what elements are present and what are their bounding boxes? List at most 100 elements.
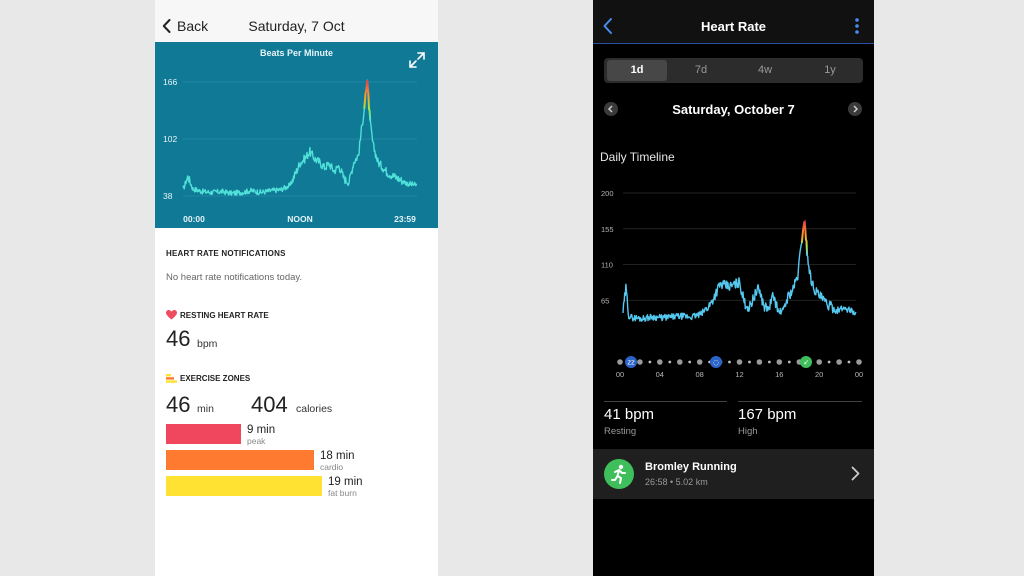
high-value: 167 bpm <box>738 406 797 423</box>
timeline-dot <box>617 359 623 365</box>
page-title: Heart Rate <box>700 19 767 34</box>
heart-rate-chart-plot: 38 102 166 00:00 NOON 23:59 <box>163 77 418 224</box>
zone-peak-label: peak <box>247 436 266 446</box>
resting-value: 46 <box>166 326 191 351</box>
high-label: High <box>738 426 758 437</box>
zone-cardio-label: cardio <box>320 462 344 472</box>
timeline-dot <box>688 360 692 364</box>
previous-day-button[interactable] <box>604 102 618 116</box>
x-tick-label: 20 <box>815 370 823 379</box>
x-tick-label: 04 <box>656 370 664 379</box>
activity-row[interactable]: Bromley Running 26:58 • 5.02 km <box>593 449 874 499</box>
y-tick-label: 110 <box>601 261 613 270</box>
selected-date: Saturday, October 7 <box>672 102 795 117</box>
notifications-heading: HEART RATE NOTIFICATIONS <box>166 249 286 258</box>
divider <box>604 401 727 402</box>
back-label: Back <box>177 18 209 34</box>
timeline-dot <box>856 359 862 365</box>
running-icon-glyph: ➶ <box>803 359 809 367</box>
chart-title: Beats Per Minute <box>259 48 334 58</box>
more-vertical-icon[interactable] <box>854 17 860 35</box>
x-tick-label: 00:00 <box>183 214 205 224</box>
resting-heart-rate-heading: RESTING HEART RATE <box>166 310 269 320</box>
zone-fat-burn-value: 19 min <box>328 476 363 488</box>
range-1d[interactable]: 1d <box>607 60 667 81</box>
page-title: Saturday, 7 Oct <box>248 18 345 34</box>
timeline-dot <box>736 359 743 365</box>
exercise-minutes-unit: min <box>197 403 214 415</box>
y-tick-label: 102 <box>163 134 177 144</box>
divider <box>738 401 862 402</box>
x-tick-label: 08 <box>696 370 704 379</box>
y-tick-label: 200 <box>601 189 614 198</box>
chevron-right-icon <box>851 466 860 481</box>
zone-bar-peak <box>166 424 241 444</box>
activity-meta: 26:58 • 5.02 km <box>645 477 708 487</box>
heart-rate-line <box>622 220 857 322</box>
resting-label: Resting <box>604 426 637 437</box>
stress-icon <box>710 356 722 368</box>
exercise-calories: 404 <box>251 392 288 417</box>
timeline-dot <box>677 359 683 365</box>
y-tick-label: 166 <box>163 77 177 87</box>
heart-icon <box>166 310 177 320</box>
timeline-dot <box>836 359 842 365</box>
range-7d[interactable]: 7d <box>694 64 708 76</box>
sleep-icon-glyph: zz <box>627 359 635 367</box>
x-tick-label: 00 <box>855 370 863 379</box>
timeline-dot <box>748 360 751 364</box>
exercise-heading-label: EXERCISE ZONES <box>180 374 251 383</box>
next-day-button[interactable] <box>848 102 862 116</box>
zone-bar-cardio <box>166 450 314 470</box>
zone-fat-burn-label: fat burn <box>328 488 357 498</box>
timeline-dot <box>756 359 763 365</box>
timeline-title: Daily Timeline <box>600 150 675 164</box>
timeline-dot <box>668 360 672 364</box>
range-4w[interactable]: 4w <box>757 64 773 76</box>
timeline-dot <box>787 360 791 364</box>
x-tick-label: 23:59 <box>394 214 416 224</box>
nav-bar: Back Saturday, 7 Oct <box>155 0 438 42</box>
peak-segment <box>800 219 809 256</box>
y-tick-label: 38 <box>163 191 173 201</box>
heart-rate-chart: 38 102 166 00:00 NOON 23:59 Beats Per Minute <box>155 42 438 228</box>
exercise-zones-heading: EXERCISE ZONES <box>166 374 250 383</box>
expand-icon[interactable] <box>408 51 426 69</box>
timeline-dot <box>847 360 851 364</box>
timeline-dot <box>816 359 822 365</box>
exercise-minutes: 46 <box>166 392 191 417</box>
timeline-dot <box>776 359 783 365</box>
timeline-dot <box>648 360 652 364</box>
notifications-text: No heart rate notifications today. <box>166 272 303 283</box>
exercise-calories-unit: calories <box>296 403 333 415</box>
sleep-icon <box>625 356 637 368</box>
x-tick-label: 00 <box>616 370 624 379</box>
zones-icon <box>166 374 177 383</box>
x-tick-label: NOON <box>287 214 313 224</box>
garmin-screen: Heart Rate 1d 7d 4w 1y Saturday, October… <box>593 0 874 576</box>
range-1y[interactable]: 1y <box>824 64 836 76</box>
fitbit-screen: Back Saturday, 7 Oct 38 102 166 00:00 NOON 23… <box>155 0 438 576</box>
peak-segment <box>363 80 372 121</box>
timeline-dot <box>696 359 703 365</box>
x-tick-label: 16 <box>775 370 783 379</box>
y-tick-label: 65 <box>601 296 609 305</box>
header-bar: Heart Rate <box>593 0 874 44</box>
range-selector: 1d 7d 4w 1y <box>604 58 863 83</box>
back-button[interactable]: Back <box>162 15 208 37</box>
chevron-right-icon <box>853 105 859 113</box>
resting-unit: bpm <box>197 338 218 350</box>
chevron-left-icon <box>162 19 171 33</box>
x-tick-label: 12 <box>735 370 743 379</box>
zone-bar-fat-burn <box>166 476 322 496</box>
chevron-left-icon[interactable] <box>601 17 615 35</box>
timeline-dot <box>657 359 663 365</box>
resting-heading-label: RESTING HEART RATE <box>180 310 269 320</box>
running-icon <box>604 459 634 489</box>
daily-timeline-chart: 65 110 155 200 zz ◌ ➶ 00 04 08 12 16 20 00 <box>601 189 863 379</box>
resting-value: 41 bpm <box>604 406 655 423</box>
timeline-dot <box>728 360 731 364</box>
running-icon <box>800 356 812 368</box>
timeline-dot <box>768 360 771 364</box>
activity-name: Bromley Running <box>645 461 737 473</box>
